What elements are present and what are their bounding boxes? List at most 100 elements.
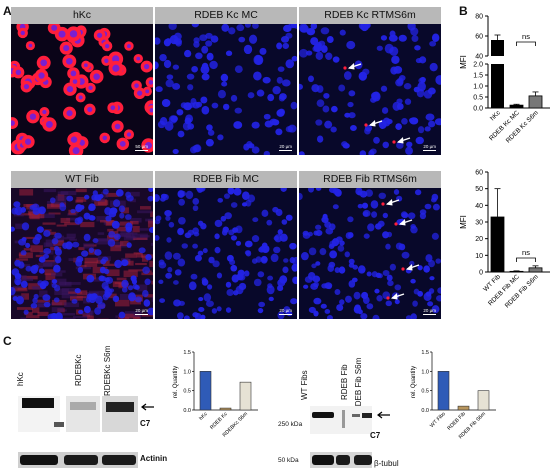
nucleus	[32, 297, 38, 304]
nucleus	[253, 71, 262, 81]
nucleus	[127, 285, 134, 291]
nucleus	[165, 272, 173, 279]
nucleus	[329, 250, 338, 259]
y-axis-label: rel. Quantity	[411, 366, 417, 398]
arrow-icon	[397, 137, 411, 144]
nucleus	[262, 76, 271, 84]
tick-label: 1.0	[473, 84, 483, 91]
nucleus	[88, 203, 96, 212]
nucleus	[230, 235, 237, 241]
nucleus	[410, 224, 416, 229]
nucleus	[412, 300, 418, 307]
loading-label: β-tubul	[374, 459, 399, 468]
nucleus	[18, 261, 25, 269]
significance-label: ns	[522, 248, 530, 257]
tick-label: 60	[475, 170, 483, 177]
scale-bar: 20 µm	[423, 144, 436, 151]
nucleus	[419, 56, 427, 64]
nucleus	[236, 273, 244, 281]
fibroblast-signal	[60, 313, 76, 316]
fibroblast-signal	[128, 269, 144, 272]
fibroblast-signal	[64, 302, 79, 308]
nucleus	[145, 254, 152, 261]
nucleus	[198, 306, 205, 313]
nucleus	[66, 57, 73, 65]
nucleus	[125, 226, 133, 233]
fibroblast-signal	[54, 288, 69, 295]
fibroblast-signal	[31, 286, 40, 289]
nucleus	[307, 75, 315, 83]
nucleus	[276, 42, 283, 50]
nucleus	[331, 105, 338, 113]
c7-label: C7	[370, 431, 381, 440]
nucleus	[427, 87, 436, 95]
fibroblast-signal	[37, 303, 50, 308]
nucleus	[148, 188, 153, 193]
nucleus	[130, 275, 137, 282]
fibroblast-signal	[125, 253, 137, 258]
nucleus	[388, 34, 398, 42]
nucleus	[279, 93, 287, 101]
nucleus	[25, 265, 32, 272]
tick-label: 30	[475, 220, 483, 227]
micrograph-image: 20 µm	[299, 188, 441, 319]
nucleus	[167, 266, 173, 273]
nucleus	[277, 66, 285, 72]
fibroblast-signal	[139, 235, 150, 238]
significance-bracket	[516, 257, 536, 262]
nucleus	[345, 232, 353, 239]
nucleus	[398, 34, 407, 42]
panel-title: RDEB Kc MC	[155, 7, 297, 24]
nucleus	[252, 217, 259, 223]
fibroblast-signal	[51, 299, 67, 306]
nucleus	[251, 121, 260, 129]
nucleus	[201, 105, 210, 115]
nucleus	[419, 212, 427, 220]
fibroblast-signal	[56, 224, 67, 227]
nucleus	[414, 45, 421, 51]
nucleus	[233, 290, 239, 296]
nucleus	[230, 94, 238, 102]
nucleus	[81, 250, 89, 257]
nucleus	[360, 313, 368, 319]
bar	[219, 407, 232, 411]
nucleus	[226, 289, 234, 296]
western-blot-keratinocytes: hKc RDEBKc RDEBKc S6m C7 Actinin	[14, 336, 167, 472]
nucleus	[361, 202, 369, 209]
fibroblast-signal	[79, 265, 87, 268]
nucleus	[261, 242, 268, 249]
lane-label: hKc	[16, 372, 25, 386]
nucleus	[93, 73, 100, 80]
tick-label: 1.5	[421, 350, 429, 356]
fibroblast-signal	[106, 269, 120, 277]
nucleus	[348, 112, 356, 119]
nucleus	[260, 255, 268, 264]
fibroblast-signal	[150, 242, 153, 246]
nucleus	[398, 75, 406, 81]
bar	[457, 405, 470, 411]
nucleus	[66, 110, 73, 117]
micrograph-image: 50 µm	[11, 24, 153, 155]
nucleus	[51, 238, 59, 245]
nucleus	[88, 247, 95, 254]
fibroblast-signal	[61, 317, 76, 319]
nucleus	[332, 204, 339, 210]
nucleus	[136, 56, 141, 61]
nucleus	[339, 29, 346, 36]
nucleus	[183, 315, 190, 319]
nucleus	[291, 263, 297, 272]
nucleus	[38, 256, 46, 263]
nucleus	[155, 61, 159, 70]
nucleus	[234, 65, 243, 73]
nucleus	[289, 257, 296, 264]
nucleus	[406, 141, 413, 148]
nucleus	[324, 282, 333, 289]
nucleus	[176, 109, 184, 116]
fibroblast-signal	[68, 258, 84, 262]
nucleus	[118, 205, 126, 213]
fibroblast-signal	[48, 231, 57, 235]
fibroblast-signal	[119, 240, 129, 246]
nucleus	[299, 48, 308, 58]
tick-label: 1.0	[421, 369, 429, 375]
